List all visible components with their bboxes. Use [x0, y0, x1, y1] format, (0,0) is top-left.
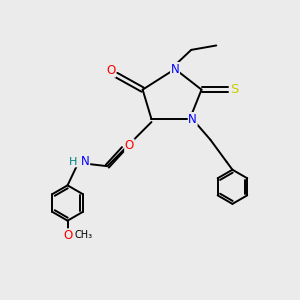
Text: O: O: [106, 64, 116, 77]
Text: O: O: [63, 229, 72, 242]
Text: CH₃: CH₃: [75, 230, 93, 240]
Text: O: O: [125, 139, 134, 152]
Text: N: N: [171, 62, 179, 76]
Text: N: N: [188, 112, 197, 126]
Text: H: H: [69, 157, 78, 167]
Text: S: S: [230, 83, 239, 96]
Text: N: N: [81, 155, 90, 168]
